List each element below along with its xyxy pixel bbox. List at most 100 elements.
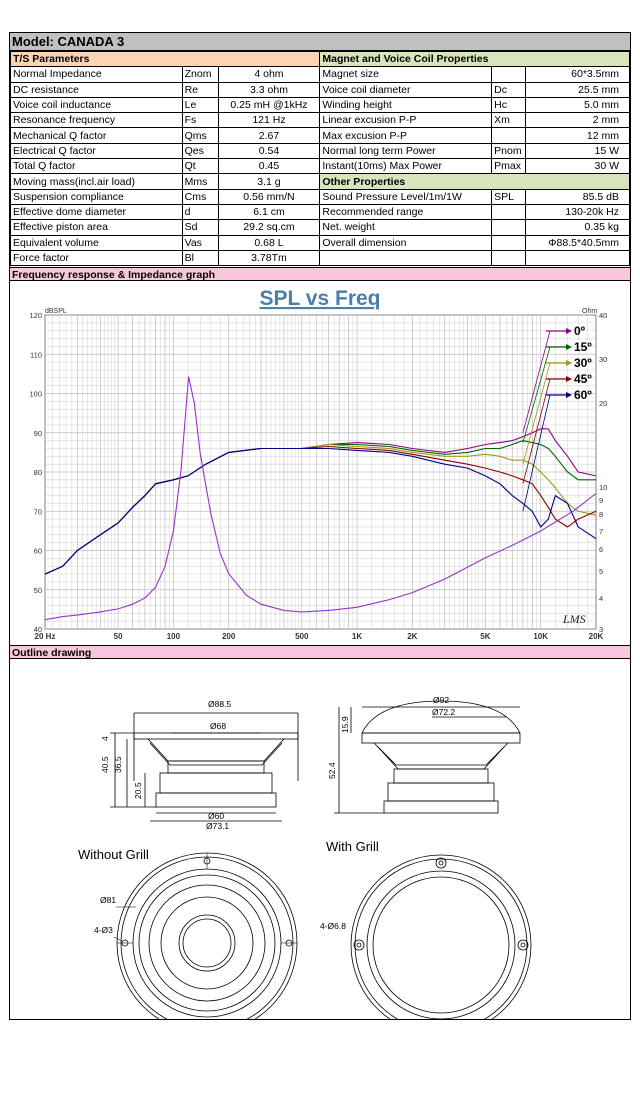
param-value: 2.67 [217,127,321,144]
spec-row: Effective dome diameter d 6.1 cm Recommende… [10,203,630,221]
outline-section-header: Outline drawing [10,645,630,659]
param-name: Instant(10ms) Max Power [319,158,493,175]
param-name: Linear excusion P-P [319,112,493,129]
legend-leader [522,346,551,443]
dim-92: Ø92 [433,695,449,705]
param-value: 15 W [525,142,630,160]
param-name: DC resistance [10,81,183,98]
spec-row: Force factor Bl 3.78Tm [10,249,630,267]
legend-arrow [566,376,572,382]
param-name: Overall dimension [319,234,493,251]
param-name: Suspension compliance [10,188,183,205]
side-view-without-grill [110,712,299,822]
param-value: 0.54 [217,142,321,160]
y-tick-label: 120 [29,311,42,320]
param-name: Sound Pressure Level/1m/1W [319,188,493,205]
x-tick-label: 5K [480,632,490,641]
dim-4: 4 [100,736,110,741]
dim-36-5: 36.5 [113,756,123,773]
spec-row: Moving mass(incl.air load) Mms 3.1 g Other … [10,173,630,190]
dim-73-1: Ø73.1 [206,821,229,831]
param-name: Resonance frequency [10,112,183,129]
dim-4-6-8: 4-Ø6.8 [320,921,346,931]
side-dimensions: Ø88.5 Ø68 40.5 36.5 4 20.5 Ø60 Ø73.1 [100,699,231,831]
legend-label: 45º [574,372,592,386]
param-symbol: Le [181,96,219,114]
param-value: 0.25 mH @1kHz [217,96,321,114]
param-symbol: Mms [181,173,219,190]
y2-tick-label: 7 [599,527,603,536]
param-symbol: Pnom [491,142,527,160]
param-name: Max excusion P-P [319,127,493,144]
front-view-with-grill [350,854,532,1036]
dim-15-9: 15.9 [340,716,350,733]
legend-leader [522,394,551,512]
param-name: Total Q factor [10,158,183,175]
param-value: 5.0 mm [525,96,630,114]
lms-logo: LMS [562,612,586,626]
param-name: Magnet size [319,66,493,83]
dim-20-5: 20.5 [133,782,143,799]
param-value: 6.1 cm [217,203,321,221]
dim-81: Ø81 [100,895,116,905]
spec-row: Resonance frequency Fs 121 Hz Linear excusi… [10,112,630,129]
param-symbol: Znom [181,66,219,83]
x-tick-label: 20 Hz [35,632,56,641]
param-symbol: Xm [491,112,527,129]
param-value: 85.5 dB [525,188,630,205]
y-tick-label: 110 [30,350,42,359]
x-tick-label: 500 [295,632,309,641]
param-symbol [491,203,527,221]
grill-dimensions: Ø92 Ø72.2 15.9 52.4 [327,695,455,779]
y2-axis-label: Ohm [582,308,597,315]
legend-arrow [566,392,572,398]
param-name: Force factor [10,249,183,267]
param-name: Effective dome diameter [10,203,183,221]
right-section-header: Other Properties [319,173,630,190]
legend-label: 0º [574,324,586,338]
param-name: Voice coil inductance [10,96,183,114]
y-tick-label: 50 [34,586,42,595]
x-tick-label: 100 [167,632,181,641]
y2-tick-label: 10 [599,483,607,492]
x-tick-label: 50 [114,632,123,641]
y2-tick-label: 30 [599,355,607,364]
param-symbol [491,127,527,144]
param-name: Electrical Q factor [10,142,183,160]
param-value: 3.78Tm [217,249,321,267]
model-title: Model: CANADA 3 [10,33,630,51]
param-name: Recommended range [319,203,493,221]
param-symbol: Qms [181,127,219,144]
param-symbol: Fs [181,112,219,129]
dim-68: Ø68 [210,721,226,731]
chart-title: SPL vs Freq [260,287,381,310]
x-tick-label: 1K [352,632,362,641]
param-symbol: Pmax [491,158,527,175]
y-tick-label: 60 [34,547,42,556]
param-value: 30 W [525,158,630,175]
y2-tick-label: 3 [599,625,603,634]
spec-row: Normal Impedance Znom 4 ohm Magnet size 60*3… [10,66,630,83]
param-value: 29.2 sq.cm [217,219,321,236]
param-symbol: d [181,203,219,221]
spec-row: Effective piston area Sd 29.2 sq.cm Net. we… [10,219,630,236]
y-axis-label: dBSPL [45,308,67,315]
param-symbol: Cms [181,188,219,205]
spec-row: Total Q factor Qt 0.45 Instant(10ms) Max Po… [10,158,630,175]
spec-row: Electrical Q factor Qes 0.54 Normal long te… [10,142,630,160]
legend-leader [522,330,551,433]
dim-4-3: 4-Ø3 [94,925,113,935]
param-symbol: Dc [491,81,527,98]
spec-row: T/S Parameters Magnet and Voice Coil Prop… [9,50,630,68]
y2-tick-label: 20 [599,399,607,408]
dim-40-5: 40.5 [100,756,110,773]
legend-arrow [566,360,572,366]
y-tick-label: 40 [34,625,42,634]
param-symbol [491,219,527,236]
param-symbol: Qes [181,142,219,160]
series-line-60deg [44,447,597,575]
spec-table: T/S Parameters Magnet and Voice Coil Prop… [9,50,630,267]
param-symbol: Qt [181,158,219,175]
param-name: Moving mass(incl.air load) [10,173,183,190]
